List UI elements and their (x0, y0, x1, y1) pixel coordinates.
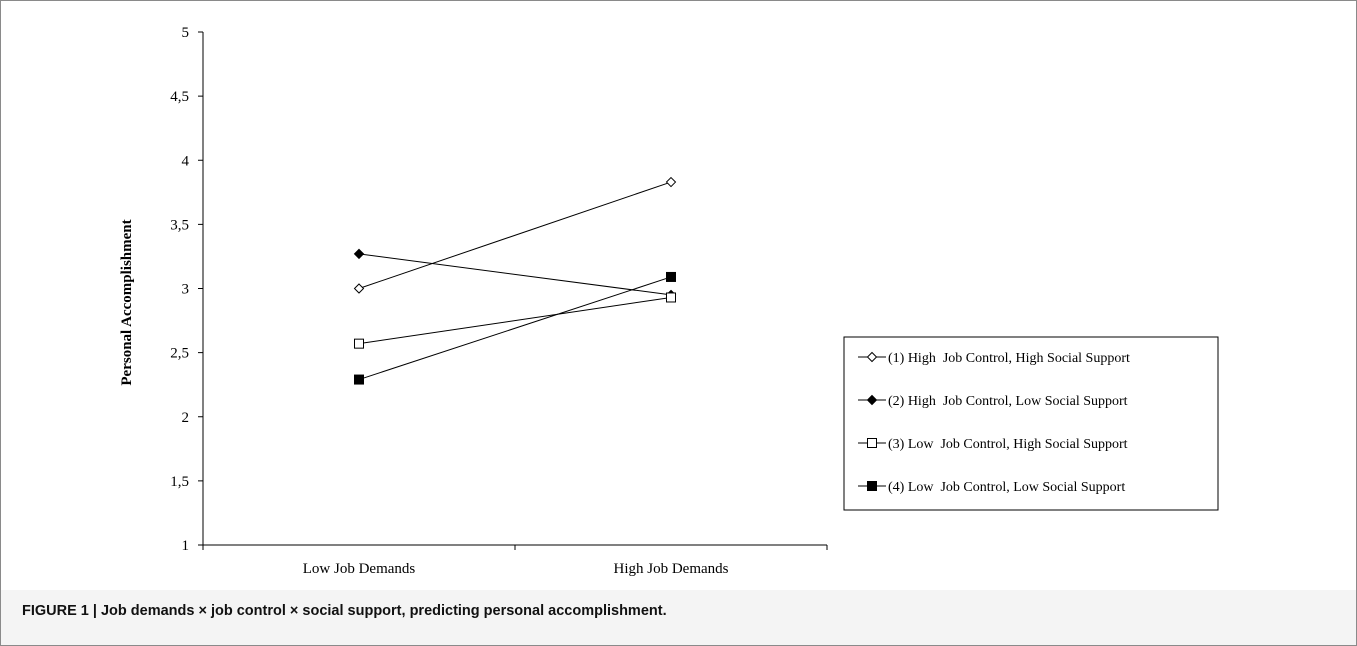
legend-label-3: (3) Low Job Control, High Social Support (888, 437, 1128, 452)
series-1-line (358, 181, 672, 289)
legend-label-2: (2) High Job Control, Low Social Support (888, 394, 1128, 409)
legend-marker-4 (867, 481, 877, 491)
x-tick-label: Low Job Demands (303, 561, 416, 577)
series-1-point (665, 176, 677, 188)
series-4-line (358, 276, 672, 381)
series-3-point (354, 338, 364, 349)
series-4-point (354, 374, 364, 385)
y-tick-label: 3 (182, 282, 190, 298)
y-tick-label: 1 (182, 538, 190, 554)
y-tick-label: 1,5 (170, 474, 189, 490)
series-1-point (353, 283, 365, 294)
y-tick-label: 3,5 (170, 217, 189, 233)
y-tick-label: 2 (182, 410, 190, 426)
x-tick-label: High Job Demands (614, 561, 729, 577)
series-3-point (666, 292, 676, 303)
series-4-point (666, 271, 676, 282)
legend-label-1: (1) High Job Control, High Social Suppor… (888, 351, 1130, 366)
y-tick-label: 2,5 (170, 346, 189, 362)
y-tick-label: 4 (182, 153, 190, 169)
series-3-line (358, 296, 672, 345)
legend-marker-1 (866, 351, 878, 363)
legend-marker-2 (866, 394, 878, 406)
legend-label-4: (4) Low Job Control, Low Social Support (888, 480, 1125, 495)
legend: (1) High Job Control, High Social Suppor… (843, 336, 1219, 511)
caption-band (1, 590, 1356, 645)
figure-caption: FIGURE 1 | Job demands × job control × s… (22, 603, 667, 619)
y-tick-label: 4,5 (170, 89, 189, 105)
y-tick-label: 5 (182, 25, 190, 41)
series-2-line (358, 253, 672, 296)
y-axis-title: Personal Accomplishment (119, 219, 135, 385)
legend-box (843, 336, 1219, 511)
legend-marker-3 (867, 438, 877, 448)
series-2-point (353, 248, 365, 260)
plot-area: 1 1,5 2 2,5 3 3,5 4 4,5 5 Low Job Demands High Job… (119, 25, 828, 577)
